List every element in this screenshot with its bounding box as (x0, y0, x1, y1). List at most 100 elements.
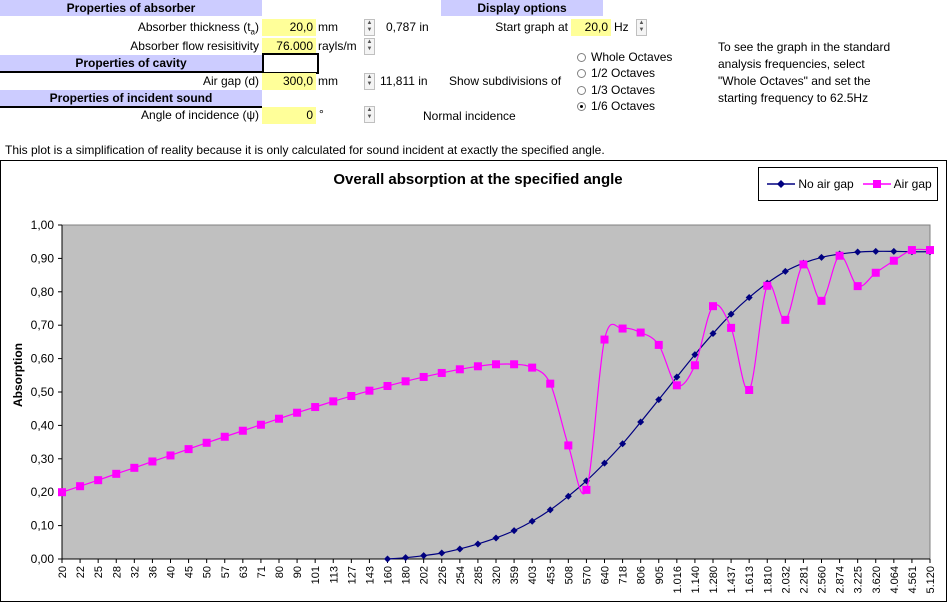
hint-line: "Whole Octaves" and set the (718, 74, 871, 88)
x-tick-label: 285 (473, 566, 485, 584)
airgap-input[interactable]: 300,0 (262, 73, 316, 90)
radio-sixth-octaves[interactable]: 1/6 Octaves (577, 98, 655, 114)
x-tick-label: 63 (238, 566, 250, 578)
x-tick-label: 403 (527, 566, 539, 584)
start-spinner[interactable]: ▲ ▼ (636, 19, 647, 36)
data-point-air-gap (690, 361, 699, 370)
spin-down-icon[interactable]: ▼ (366, 27, 373, 33)
data-point-no-air-gap (872, 247, 880, 255)
diamond-marker-icon (767, 180, 795, 188)
data-point-air-gap (835, 251, 844, 260)
data-point-no-air-gap (456, 545, 464, 553)
x-tick-label: 3.225 (853, 566, 865, 594)
x-tick-label: 57 (220, 566, 232, 578)
x-tick-label: 1.280 (708, 566, 720, 594)
thickness-spinner[interactable]: ▲ ▼ (364, 19, 375, 36)
data-point-no-air-gap (890, 247, 898, 255)
data-point-air-gap (202, 438, 211, 447)
angle-spinner[interactable]: ▲ ▼ (364, 106, 375, 123)
x-tick-label: 718 (618, 566, 630, 584)
display-header: Display options (441, 0, 603, 16)
radio-third-octaves[interactable]: 1/3 Octaves (577, 82, 655, 98)
x-tick-label: 1.613 (744, 566, 756, 594)
data-point-no-air-gap (655, 396, 663, 404)
y-tick-label: 1,00 (31, 218, 55, 232)
radio-whole-octaves[interactable]: Whole Octaves (577, 49, 672, 65)
data-point-air-gap (220, 432, 229, 441)
resistivity-unit: rayls/m (318, 39, 357, 53)
start-input[interactable]: 20,0 (571, 19, 611, 36)
spin-up-icon[interactable]: ▲ (638, 20, 645, 26)
radio-label: 1/2 Octaves (591, 66, 656, 80)
data-point-air-gap (763, 281, 772, 290)
radio-circle-icon[interactable] (577, 69, 586, 78)
data-point-no-air-gap (438, 549, 446, 557)
airgap-spinner[interactable]: ▲ ▼ (364, 73, 375, 90)
spin-up-icon[interactable]: ▲ (366, 20, 373, 26)
x-tick-label: 1.810 (762, 566, 774, 594)
resistivity-input[interactable]: 76.000 (262, 38, 316, 55)
x-tick-label: 22 (75, 566, 87, 578)
x-tick-label: 160 (383, 566, 395, 584)
airgap-unit: mm (318, 74, 338, 88)
spin-up-icon[interactable]: ▲ (366, 74, 373, 80)
x-tick-label: 5.120 (925, 566, 937, 594)
x-tick-label: 2.032 (780, 566, 792, 594)
legend-label: Air gap (893, 177, 932, 191)
y-tick-label: 0,80 (31, 285, 55, 299)
radio-selected-icon[interactable] (577, 102, 586, 111)
data-point-no-air-gap (673, 373, 681, 381)
data-point-air-gap (799, 260, 808, 269)
spin-down-icon[interactable]: ▼ (366, 114, 373, 120)
data-point-no-air-gap (402, 554, 410, 562)
x-tick-label: 127 (346, 566, 358, 584)
angle-label: Angle of incidence (ψ) (141, 108, 259, 122)
start-label: Start graph at (495, 20, 568, 34)
y-axis-label: Absorption (11, 343, 25, 407)
y-tick-label: 0,50 (31, 385, 55, 399)
x-tick-label: 113 (328, 566, 340, 584)
data-point-air-gap (329, 397, 338, 406)
x-tick-label: 2.874 (835, 566, 847, 594)
x-tick-label: 570 (581, 566, 593, 584)
y-tick-label: 0,90 (31, 251, 55, 265)
x-tick-label: 806 (636, 566, 648, 584)
x-tick-label: 640 (600, 566, 612, 584)
radio-half-octaves[interactable]: 1/2 Octaves (577, 65, 655, 81)
spin-up-icon[interactable]: ▲ (366, 39, 373, 45)
x-tick-label: 226 (437, 566, 449, 584)
data-point-no-air-gap (745, 293, 753, 301)
resistivity-spinner[interactable]: ▲ ▼ (364, 38, 375, 55)
spin-up-icon[interactable]: ▲ (366, 107, 373, 113)
legend-item-no-air-gap: No air gap (767, 177, 854, 191)
thickness-label-sub: a (250, 27, 255, 37)
y-tick-label: 0,40 (31, 418, 55, 432)
plot-area (61, 224, 931, 560)
y-tick-label: 0,60 (31, 352, 55, 366)
legend-item-air-gap: Air gap (863, 177, 932, 191)
spin-down-icon[interactable]: ▼ (638, 27, 645, 33)
x-tick-label: 4.561 (907, 566, 919, 594)
airgap-inches: 11,811 in (380, 74, 428, 88)
absorption-chart[interactable]: Overall absorption at the specified angl… (0, 160, 947, 602)
spin-down-icon[interactable]: ▼ (366, 81, 373, 87)
angle-input[interactable]: 0 (262, 107, 316, 124)
thickness-input[interactable]: 20,0 (262, 19, 316, 36)
spin-down-icon[interactable]: ▼ (366, 46, 373, 52)
selected-cell[interactable] (262, 53, 319, 74)
data-point-air-gap (365, 386, 374, 395)
data-point-air-gap (817, 296, 826, 305)
x-tick-label: 359 (509, 566, 521, 584)
y-tick-label: 0,30 (31, 452, 55, 466)
data-point-no-air-gap (601, 459, 608, 467)
resistivity-label: Absorber flow resisitivity (130, 39, 259, 53)
radio-circle-icon[interactable] (577, 53, 586, 62)
start-unit: Hz (614, 20, 629, 34)
x-tick-label: 40 (166, 566, 178, 578)
data-point-air-gap (871, 268, 880, 277)
radio-circle-icon[interactable] (577, 86, 586, 95)
data-point-no-air-gap (564, 492, 572, 500)
data-point-air-gap (76, 482, 85, 491)
incidence-text: Normal incidence (423, 109, 516, 123)
data-point-air-gap (58, 488, 66, 497)
